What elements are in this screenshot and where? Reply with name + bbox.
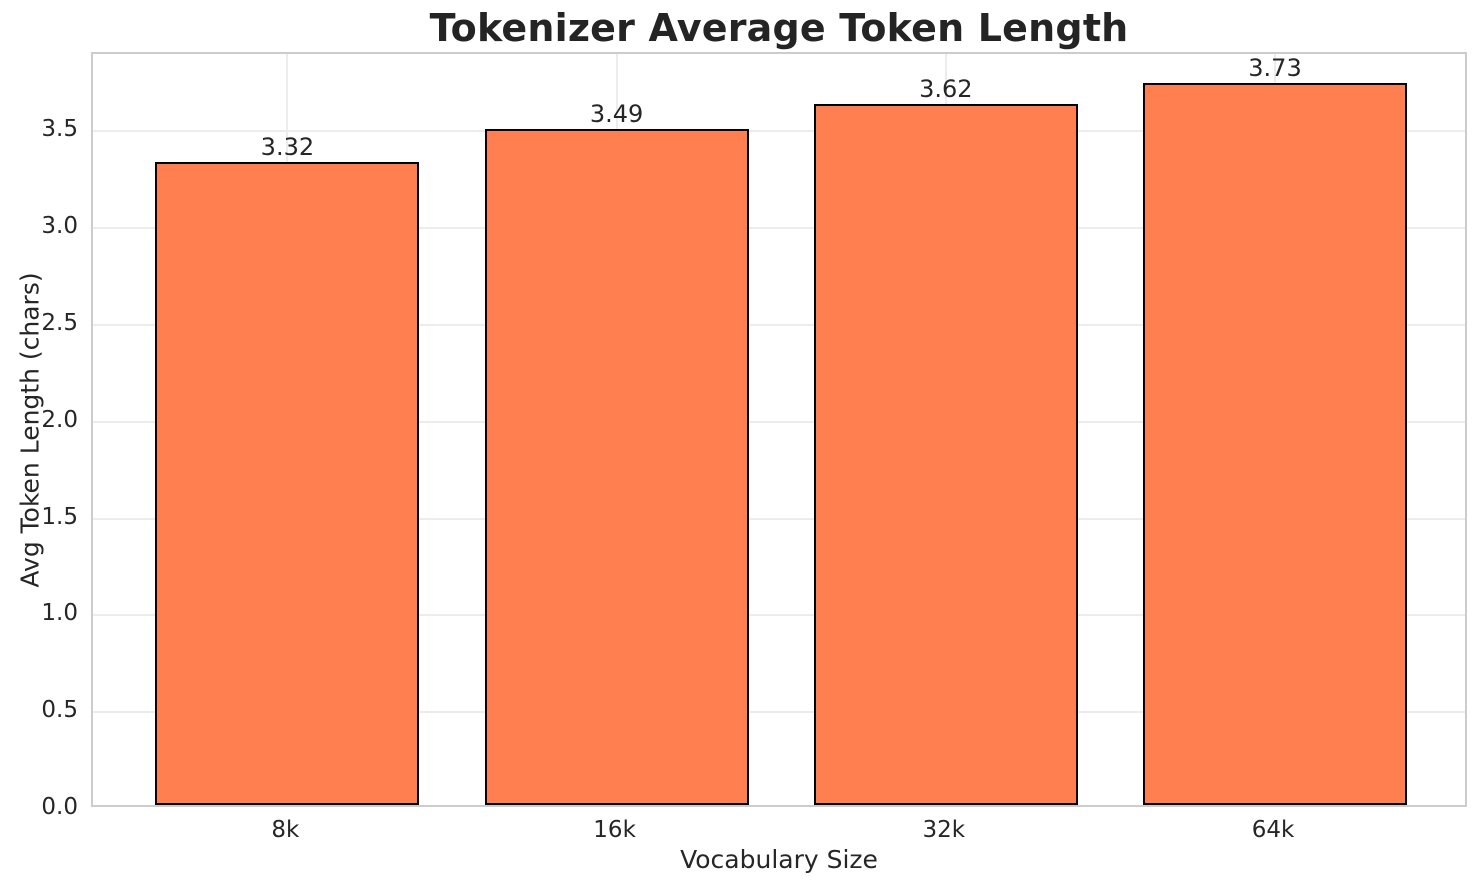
gridline-horizontal [93,517,1465,520]
y-tick-label: 1.0 [41,600,78,627]
y-tick-label: 2.5 [41,310,78,337]
y-tick-label: 3.0 [41,213,78,240]
gridline-horizontal [93,614,1465,617]
gridline-horizontal [93,227,1465,230]
x-tick-label: 64k [1251,817,1295,843]
y-tick-label: 2.0 [41,406,78,433]
chart-title: Tokenizer Average Token Length [429,6,1129,50]
bar-8k [155,162,420,805]
y-tick-label: 3.5 [41,116,78,143]
y-tick-label: 0.0 [41,794,78,820]
x-axis-title: Vocabulary Size [680,845,878,874]
gridline-horizontal [93,324,1465,327]
x-tick-label: 16k [593,817,636,843]
gridline-horizontal [93,711,1465,714]
gridline-horizontal [93,130,1465,133]
y-tick-label: 0.5 [41,697,78,724]
gridline-horizontal [93,420,1465,423]
bar-value-label: 3.49 [589,100,644,129]
plot-area: 3.32 3.49 3.62 3.73 [91,52,1467,807]
bar-value-label: 3.32 [260,133,315,162]
bar-value-label: 3.73 [1248,53,1302,82]
bar-16k [484,129,749,805]
x-tick-label: 32k [922,817,966,843]
x-tick-label: 8k [271,817,300,843]
y-tick-label: 1.5 [41,503,78,530]
bar-value-label: 3.62 [919,75,973,104]
bar-32k [813,104,1078,805]
bar-64k [1143,82,1407,805]
